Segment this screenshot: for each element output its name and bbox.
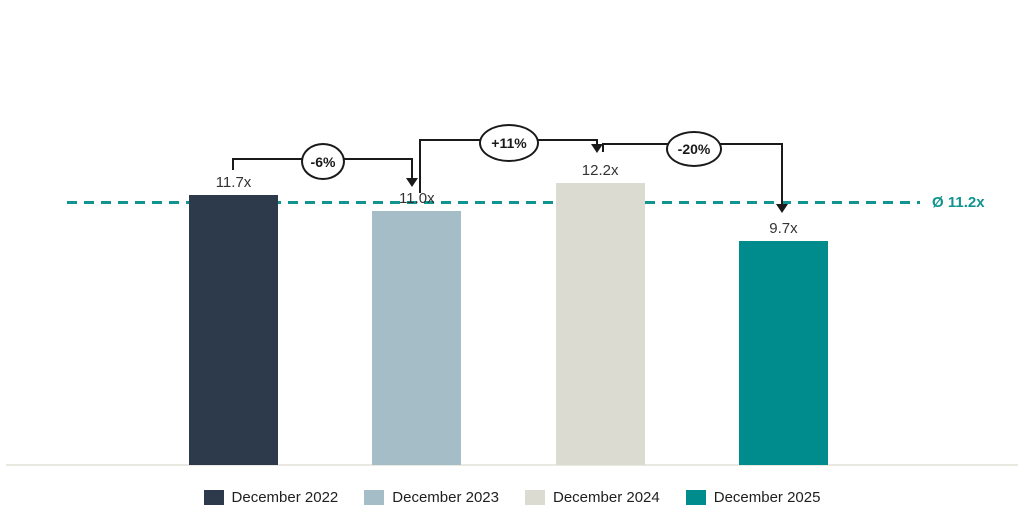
legend-label: December 2023	[392, 488, 499, 506]
bar-december-2024	[555, 183, 645, 465]
legend-item-december-2023: December 2023	[364, 489, 499, 506]
bar-value-label-december-2022: 11.7x	[215, 174, 252, 191]
connector-vertical	[596, 139, 598, 145]
legend-item-december-2025: December 2025	[685, 488, 821, 506]
pct-change-badge: +11%	[479, 124, 539, 162]
legend-swatch-icon	[203, 489, 224, 505]
legend-swatch-icon	[525, 489, 545, 505]
pct-change-badge: -6%	[301, 143, 345, 180]
bar-value-label-december-2024: 12.2x	[581, 162, 619, 179]
bar-value-label-december-2023: 11.0x	[399, 190, 435, 207]
x-axis-line	[6, 464, 1018, 466]
legend-swatch-icon	[685, 489, 706, 505]
connector-stub	[232, 158, 234, 170]
average-value-label: Ø 11.2x	[932, 194, 985, 211]
legend-item-december-2024: December 2024	[525, 489, 660, 506]
arrow-down-icon	[406, 178, 418, 187]
pct-change-badge: -20%	[666, 131, 722, 167]
legend-label: December 2025	[713, 488, 821, 506]
connector-vertical	[411, 158, 413, 178]
legend: December 2022 December 2023 December 2024 D…	[0, 486, 1024, 508]
bar-december-2023	[372, 211, 462, 465]
connector-stub	[602, 143, 604, 152]
bar-december-2022	[189, 195, 278, 465]
connector-vertical	[781, 143, 783, 205]
connector-vertical-up	[419, 139, 421, 193]
bar-december-2025	[738, 241, 828, 465]
arrow-down-icon	[591, 144, 603, 153]
legend-item-december-2022: December 2022	[203, 488, 339, 506]
average-dashed-line	[67, 201, 920, 204]
legend-swatch-icon	[364, 489, 385, 505]
legend-label: December 2022	[231, 488, 339, 506]
bar-value-label-december-2025: 9.7x	[769, 220, 798, 237]
legend-label: December 2024	[553, 488, 660, 506]
arrow-down-icon	[776, 204, 788, 213]
